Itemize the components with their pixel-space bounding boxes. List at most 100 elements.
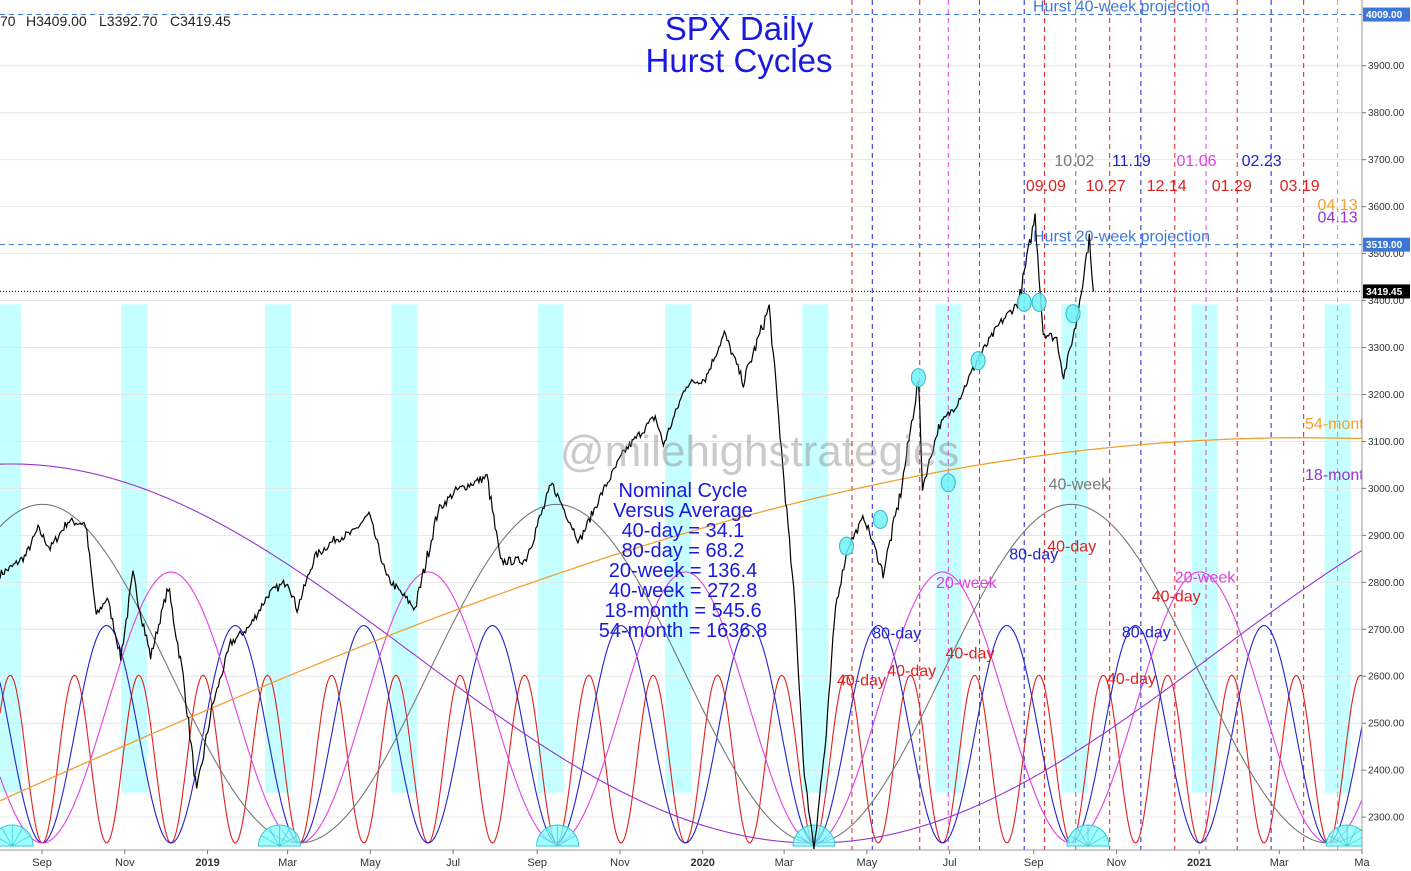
y-tick-label: 3400.00	[1368, 296, 1405, 307]
projection-date-label: 03.19	[1280, 178, 1320, 195]
x-tick-label: Ma	[1354, 857, 1370, 869]
cycle-peak-markers	[839, 292, 1081, 556]
x-tick-label: Jul	[943, 857, 957, 869]
projection-date-label: 09.09	[1026, 178, 1066, 195]
cycle-label: 40-week	[1049, 476, 1110, 493]
y-tick-label: 3300.00	[1368, 343, 1405, 354]
cycle-trough-marker	[0, 824, 34, 847]
projection-date-label: 10.27	[1086, 178, 1126, 195]
x-axis: Sep Nov 2019 Mar May Jul Sep Nov 2020 Mar May Jul Se…	[0, 849, 1371, 869]
cycle-label: 80-day	[1009, 546, 1058, 563]
cycle-peak-marker	[1016, 292, 1032, 312]
cycle-label: 40-day	[1152, 589, 1201, 606]
cycle-label: 40-day	[1107, 671, 1156, 688]
highlight-band	[391, 304, 418, 793]
cycle-trough-ray	[1087, 835, 1107, 847]
highlight-band	[537, 304, 564, 793]
cycle-trough-ray	[1077, 827, 1089, 847]
projection-date-label: 11.19	[1112, 153, 1151, 170]
cycle-trough-ray	[1, 827, 13, 847]
cycle-wave	[0, 674, 1363, 844]
watermark: @milehighstrategies	[560, 427, 959, 476]
hurst-cycle-waves	[0, 437, 1363, 844]
cycle-label: 54-month	[1305, 416, 1373, 433]
y-tick-label: 2600.00	[1368, 672, 1405, 683]
highlight-band	[935, 304, 962, 793]
x-tick-label: 2020	[690, 857, 714, 869]
note-line: 18-month = 545.6	[604, 600, 761, 622]
x-tick-label: Nov	[115, 857, 135, 869]
cycle-label: 20-week	[936, 575, 997, 592]
projection-date-label: 01.29	[1212, 178, 1252, 195]
chart-subtitle: Hurst Cycles	[645, 42, 832, 79]
ohlc-high: H3409.00	[26, 13, 87, 29]
y-tick-label: 2800.00	[1368, 578, 1405, 589]
projection-label: Hurst 20-week projection	[1033, 229, 1210, 246]
projection-date-label: 04.13	[1318, 197, 1358, 214]
price-tag-bg	[1363, 284, 1410, 299]
cycle-trough-ray	[12, 835, 31, 847]
x-tick-label: Mar	[1270, 857, 1289, 869]
cycle-peak-marker	[872, 509, 888, 529]
note-line: Versus Average	[613, 500, 753, 522]
cycle-wave	[0, 571, 1363, 844]
cycle-trough-ray	[1336, 827, 1348, 847]
ohlc-close: C3419.45	[170, 13, 231, 29]
projection-date-label: 01.06	[1176, 153, 1216, 170]
highlight-band	[121, 304, 148, 793]
highlight-band	[265, 304, 292, 793]
cycle-label: 40-day	[887, 663, 936, 680]
price-tag-label: 3519.00	[1366, 240, 1403, 251]
y-tick-label: 3600.00	[1368, 202, 1405, 213]
ohlc-readout: 70 H3409.00 L3392.70 C3419.45	[0, 13, 231, 29]
y-axis: 2300.00 2400.00 2500.00 2600.00 2700.00 2800.…	[1361, 0, 1411, 871]
cycle-trough-ray	[1069, 835, 1089, 847]
cycle-projection-markers	[851, 0, 1339, 850]
note-line: 40-week = 272.8	[609, 580, 757, 602]
cycle-and-date-labels: 54-month 18-month 40-week 20-week 20-week 80-…	[837, 153, 1373, 689]
cycle-peak-marker	[910, 368, 926, 388]
projection-date-label: 12.14	[1147, 178, 1187, 195]
x-tick-label: Sep	[1024, 857, 1044, 869]
y-tick-label: 3700.00	[1368, 155, 1405, 166]
x-tick-label: May	[856, 857, 877, 869]
x-tick-label: Mar	[775, 857, 794, 869]
cycle-trough-ray	[557, 827, 569, 847]
cycle-label: 80-day	[1122, 625, 1171, 642]
y-tick-label: 2700.00	[1368, 625, 1405, 636]
cycle-trough-ray	[279, 835, 298, 847]
y-tick-label: 3000.00	[1368, 484, 1405, 495]
y-axis-panel	[1362, 0, 1411, 871]
y-tick-label: 3200.00	[1368, 390, 1405, 401]
cycle-trough-ray	[1346, 827, 1358, 847]
cycle-label: 40-day	[946, 645, 995, 662]
x-tick-label: 2021	[1187, 857, 1211, 869]
y-tick-label: 3900.00	[1368, 61, 1405, 72]
x-tick-label: Nov	[610, 857, 630, 869]
cycle-label: 80-day	[872, 626, 921, 643]
x-tick-label: Sep	[527, 857, 547, 869]
cycle-trough-ray	[268, 827, 280, 847]
note-line: 40-day = 34.1	[622, 520, 745, 542]
y-tick-label: 2900.00	[1368, 531, 1405, 542]
spx-price-line	[0, 213, 1094, 850]
cycle-trough-ray	[261, 835, 280, 847]
cycle-wave	[0, 503, 1363, 844]
cycle-label: 18-month	[1305, 467, 1373, 484]
price-tag-bg	[1363, 7, 1410, 22]
highlight-band	[1061, 304, 1088, 793]
note-line: 54-month = 1636.8	[599, 620, 767, 642]
cycle-wave-54-month	[0, 437, 1363, 802]
cycle-peak-marker	[839, 536, 855, 556]
highlight-band	[1324, 304, 1351, 793]
note-line: Nominal Cycle	[619, 480, 748, 502]
highlight-band	[665, 304, 692, 793]
y-tick-label: 2400.00	[1368, 766, 1405, 777]
cycle-trough-ray	[539, 835, 558, 847]
cycle-trough-ray	[1087, 827, 1099, 847]
cycle-peak-marker	[940, 473, 956, 493]
y-tick-label: 3800.00	[1368, 108, 1405, 119]
cycle-trough-ray	[0, 838, 13, 847]
